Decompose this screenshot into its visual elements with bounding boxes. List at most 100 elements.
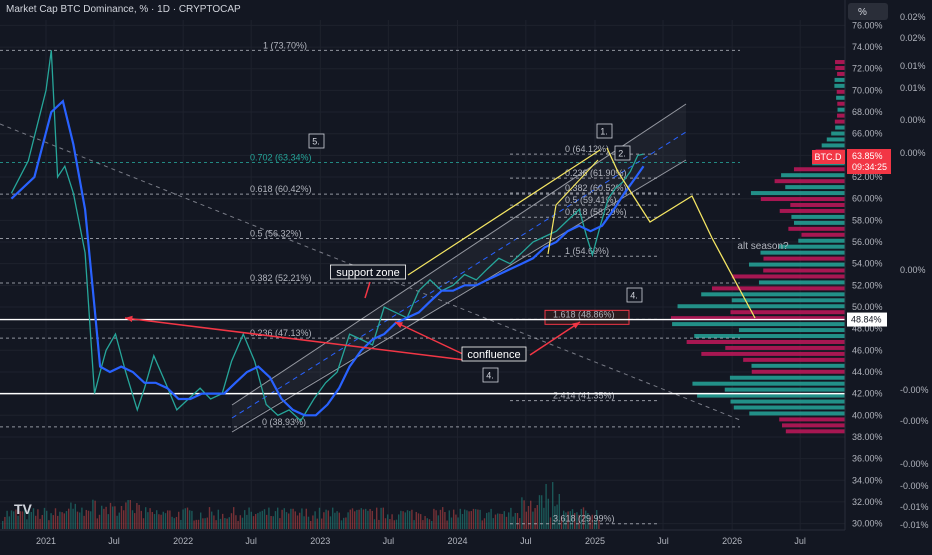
volume-bar [351,508,354,529]
fib-level-label: 2.414 (41.35%) [553,391,615,401]
y-tick-label: 72.00% [852,64,883,74]
volume-profile-bar [837,113,845,118]
volume-bar [208,507,211,529]
volume-profile-bar [701,292,845,297]
volume-bar [398,514,400,529]
volume-bar [336,511,338,529]
volume-bar [565,512,567,529]
volume-bar [406,510,409,529]
y-tick-label: 40.00% [852,410,883,420]
volume-bar [413,520,415,529]
volume-bar [354,511,356,529]
volume-bar [114,506,116,529]
volume-bar [134,513,136,529]
volume-layer [2,482,600,529]
volume-bar [98,514,101,529]
volume-bar [356,509,358,529]
volume-bar [490,508,492,529]
volume-bar [81,507,83,529]
volume-bar [415,511,417,529]
triangle-outline [547,159,599,255]
volume-profile-bar [826,137,845,142]
right-scale-label: -0.00% [900,416,929,426]
volume-bar [142,518,145,529]
volume-profile-bar [743,357,845,362]
volume-profile-bar [763,268,845,273]
volume-bar [149,508,151,529]
volume-bar [70,502,72,529]
y-tick-label: 50.00% [852,302,883,312]
volume-bar [246,514,248,529]
volume-bar [235,515,237,529]
volume-bar [294,511,296,529]
volume-bar [435,510,437,529]
y-tick-label: 66.00% [852,129,883,139]
volume-bar [19,511,21,529]
y-tick-label: 54.00% [852,259,883,269]
volume-bar [431,520,433,529]
marker-box [614,145,631,161]
fib-level-label: 0.618 (58.29%) [565,207,627,217]
volume-bar [162,511,164,529]
volume-profile-bar [835,125,845,130]
volume-bar [483,518,486,529]
volume-bar [576,512,578,529]
volume-bar [255,514,257,529]
volume-bar [224,518,226,529]
fib-level-label: 0.382 (60.52%) [565,183,627,193]
marker-label: 4. [630,291,638,301]
volume-bar [422,520,424,529]
volume-profile-bar [790,202,845,207]
volume-bar [593,520,596,529]
volume-bar [13,511,15,529]
volume-bar [492,518,494,529]
volume-bar [173,518,175,529]
scale-button[interactable]: % [858,7,867,18]
volume-bar [21,511,24,529]
volume-bar [472,508,475,529]
symbol-tag-box [812,149,845,164]
y-tick-label: 60.00% [852,194,883,204]
volume-bar [552,482,554,529]
volume-bar [94,500,96,529]
volume-bar [428,519,431,529]
volume-bar [508,512,510,529]
volume-bar [136,502,138,529]
volume-bar [215,520,217,529]
y-tick-label: 30.00% [852,519,883,529]
x-tick-label: Jul [383,536,395,546]
fib-level-label: 1.618 (48.86%) [553,309,615,319]
volume-profile-bar [672,322,845,327]
fib-level-label: 0.5 (56.32%) [250,229,302,239]
volume-bar [83,515,85,529]
volume-bar [153,514,156,529]
volume-bar [338,512,340,529]
volume-bar [109,502,112,529]
right-scale-label: 0.00% [900,115,926,125]
volume-bar [270,515,272,529]
x-tick-label: Jul [657,536,669,546]
fib-level-label: 3.618 (29.99%) [553,514,615,524]
volume-bar [596,510,598,529]
volume-bar [296,515,299,529]
fib-level-label: 0.5 (59.41%) [565,195,617,205]
volume-bar [147,512,149,529]
volume-bar [158,514,160,529]
volume-bar [448,510,450,529]
volume-bar [290,508,292,529]
x-tick-label: 2021 [36,536,56,546]
volume-bar [213,515,215,529]
volume-bar [32,508,35,529]
volume-profile-bar [711,286,845,291]
volume-bar [554,506,556,529]
volume-bar [107,514,109,529]
volume-bar [230,513,233,529]
marker-box [626,287,643,303]
volume-profile-bar [729,375,845,380]
volume-profile-bar [751,363,845,368]
x-tick-label: 2022 [173,536,193,546]
volume-bar [103,508,105,529]
volume-bar [202,518,204,529]
